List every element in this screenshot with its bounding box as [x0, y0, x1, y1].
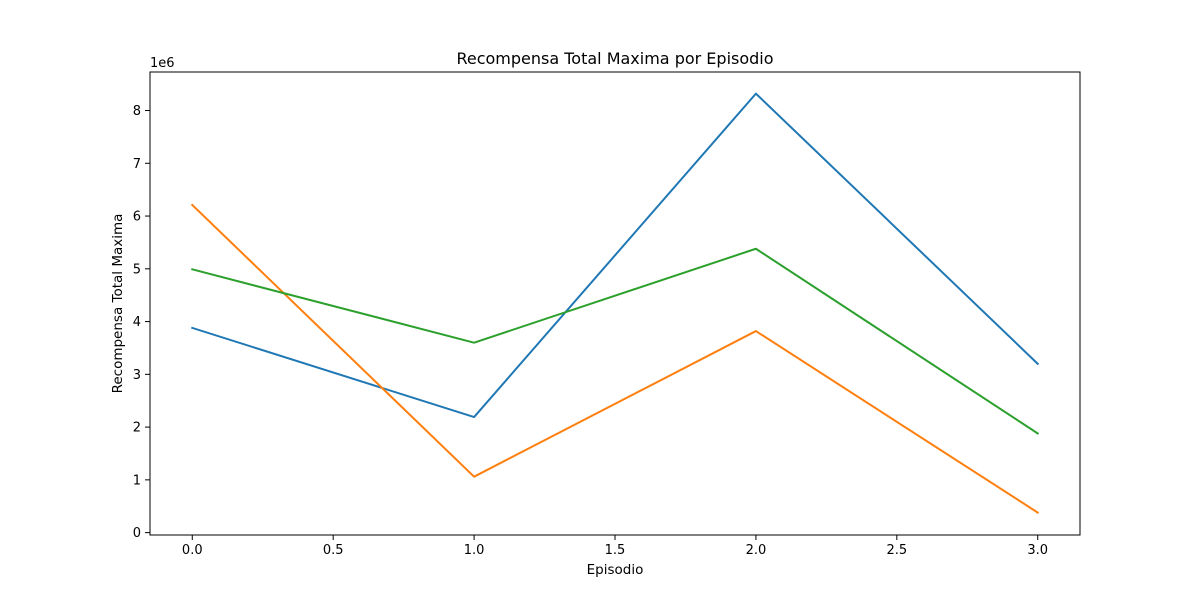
y-tick-label: 2	[133, 421, 141, 436]
series-line-2	[190, 203, 1040, 514]
y-axis-label: Recompensa Total Maxima	[110, 214, 126, 394]
series-line-3	[191, 247, 1040, 435]
x-tick-label: 0.0	[182, 543, 203, 558]
y-tick-label: 0	[133, 526, 141, 541]
series-line-1	[191, 92, 1040, 419]
x-tick-label: 2.0	[746, 543, 767, 558]
series-group	[190, 92, 1040, 514]
y-tick-label: 1	[133, 473, 141, 488]
x-tick-label: 0.5	[323, 543, 344, 558]
plot-frame	[149, 71, 1081, 536]
x-tick-label: 1.5	[605, 543, 626, 558]
y-axis-offset-label: 1e6	[150, 56, 175, 71]
y-tick-label: 7	[133, 157, 141, 172]
x-tick-label: 3.0	[1027, 543, 1048, 558]
x-tick-label: 2.5	[886, 543, 907, 558]
y-tick-label: 3	[133, 368, 141, 383]
y-tick-label: 4	[133, 315, 141, 330]
y-tick-label: 5	[133, 262, 141, 277]
chart-title: Recompensa Total Maxima por Episodio	[456, 49, 773, 68]
x-tick-label: 1.0	[464, 543, 485, 558]
y-tick-label: 8	[133, 104, 141, 119]
y-tick-label: 6	[133, 210, 141, 225]
x-axis-label: Episodio	[587, 562, 644, 578]
